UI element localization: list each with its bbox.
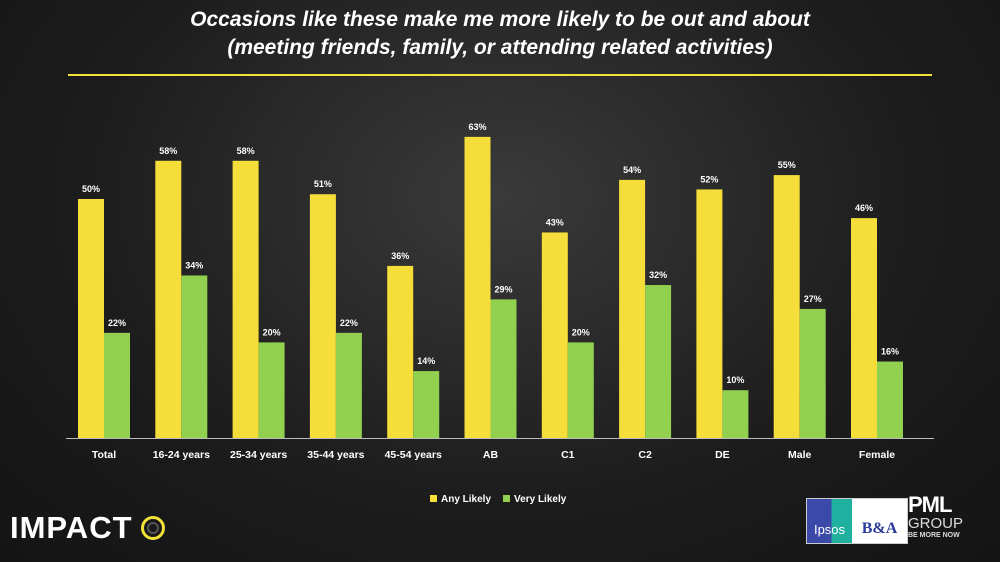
target-icon <box>140 516 165 540</box>
data-label: 27% <box>804 294 822 304</box>
data-label: 51% <box>314 179 332 189</box>
bar-any-likely <box>309 194 336 438</box>
data-label: 34% <box>185 260 203 270</box>
legend-item-any-likely: Any Likely <box>430 494 491 505</box>
data-label: 36% <box>391 251 409 261</box>
category-label: Female <box>859 449 895 461</box>
data-label: 22% <box>340 318 358 328</box>
bar-any-likely <box>696 189 723 438</box>
category-label: DE <box>715 449 730 461</box>
bar-very-likely <box>799 308 826 438</box>
category-label: 35-44 years <box>307 449 364 461</box>
category-label: 25-34 years <box>230 449 287 461</box>
title-divider <box>68 74 932 76</box>
category-label: Total <box>92 449 116 461</box>
data-label: 58% <box>159 146 177 156</box>
bar-any-likely <box>541 232 568 438</box>
bar-very-likely <box>258 342 285 438</box>
bar-any-likely <box>619 179 646 438</box>
category-label: 16-24 years <box>153 449 210 461</box>
bar-very-likely <box>413 371 440 438</box>
bar-very-likely <box>567 342 594 438</box>
chart-title: Occasions like these make me more likely… <box>0 6 1000 62</box>
bar-chart: 50% 22% Total 58% 34% 16-24 years 58% 20% 25-34 … <box>66 122 934 461</box>
data-label: 46% <box>855 203 873 213</box>
category-label: C1 <box>561 449 575 461</box>
bar-very-likely <box>722 390 749 438</box>
bar-any-likely <box>232 160 259 438</box>
title-line-1: Occasions like these make me more likely… <box>190 8 810 31</box>
bar-any-likely <box>464 136 491 439</box>
bar-very-likely <box>877 361 903 438</box>
data-label: 20% <box>263 327 281 337</box>
data-label: 52% <box>700 174 718 184</box>
data-label: 29% <box>494 284 512 294</box>
data-label: 58% <box>237 146 255 156</box>
category-label: 45-54 years <box>385 449 442 461</box>
pml-group-logo: PML GROUP BE MORE NOW <box>908 492 964 540</box>
data-label: 22% <box>108 318 126 328</box>
category-label: Male <box>788 449 812 461</box>
bar-very-likely <box>181 275 208 438</box>
bar-any-likely <box>851 218 877 438</box>
bar-very-likely <box>490 299 517 438</box>
bar-very-likely <box>645 285 672 438</box>
data-label: 16% <box>881 347 899 357</box>
legend-item-very-likely: Very Likely <box>503 494 566 505</box>
bar-any-likely <box>155 160 182 438</box>
bar-very-likely <box>335 332 362 438</box>
data-label: 43% <box>546 217 564 227</box>
data-label: 10% <box>726 375 744 385</box>
legend: Any Likely Very Likely <box>430 494 566 505</box>
data-label: 54% <box>623 165 641 175</box>
bar-very-likely <box>104 332 130 438</box>
data-label: 63% <box>468 122 486 132</box>
category-label: AB <box>483 449 499 461</box>
data-label: 14% <box>417 356 435 366</box>
data-label: 20% <box>572 327 590 337</box>
data-label: 50% <box>82 184 100 194</box>
data-label: 32% <box>649 270 667 280</box>
bar-any-likely <box>387 265 414 438</box>
data-label: 55% <box>778 160 796 170</box>
bar-any-likely <box>773 175 800 438</box>
ipsos-ba-logo: Ipsos B&A <box>806 498 908 544</box>
title-line-2: (meeting friends, family, or attending r… <box>227 36 773 59</box>
bar-any-likely <box>78 199 104 438</box>
category-label: C2 <box>638 449 652 461</box>
impact-logo: IMPACT <box>10 510 165 546</box>
